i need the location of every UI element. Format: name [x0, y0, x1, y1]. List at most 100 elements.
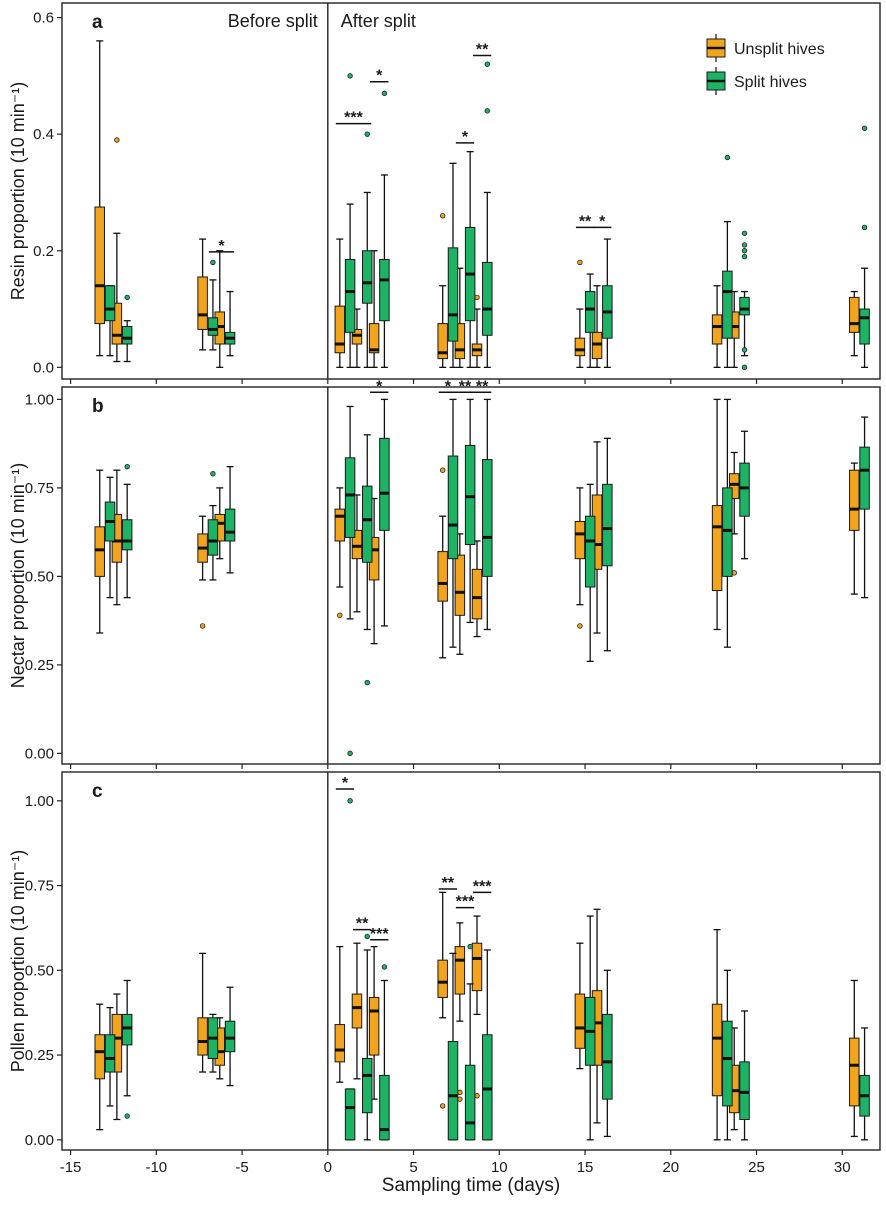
box-split [121, 979, 133, 1119]
significance-label: * [445, 378, 452, 395]
iqr-box [344, 1088, 356, 1141]
iqr-box [368, 996, 380, 1056]
box-split [584, 483, 596, 662]
box-split [722, 398, 733, 648]
iqr-box [454, 554, 466, 616]
iqr-box [104, 285, 116, 322]
box-split [602, 437, 613, 652]
box-split [344, 405, 356, 757]
significance-label: * [218, 238, 225, 255]
box-split [207, 259, 219, 351]
significance-label: *** [456, 894, 475, 911]
significance-label: * [599, 213, 606, 230]
iqr-box [584, 515, 596, 588]
iqr-box [437, 959, 448, 998]
outlier-point [577, 623, 583, 629]
significance-label: * [462, 129, 469, 146]
iqr-box [224, 508, 236, 542]
iqr-box [437, 323, 448, 360]
iqr-box [368, 323, 380, 354]
box-split [722, 154, 733, 368]
iqr-box [334, 508, 346, 542]
iqr-box [447, 1041, 459, 1141]
box-split [361, 933, 373, 1141]
box-unsplit [197, 238, 208, 351]
significance-label: * [376, 68, 383, 85]
box-split [482, 949, 493, 1141]
box-split [104, 476, 116, 599]
y-tick-label: 0.50 [25, 962, 54, 979]
box-unsplit [454, 267, 466, 368]
outlier-point [741, 253, 748, 260]
outlier-point [381, 964, 388, 970]
box-unsplit [471, 540, 483, 638]
box-unsplit [351, 942, 363, 1080]
panel-frame [61, 771, 881, 1151]
y-tick-label: 1.00 [25, 793, 54, 810]
iqr-box [361, 485, 373, 563]
y-tick-label: 1.00 [25, 391, 54, 408]
y-tick-label: 0.00 [25, 1132, 54, 1149]
iqr-box [722, 270, 733, 339]
x-tick-label: 15 [577, 1159, 594, 1176]
iqr-box [447, 455, 459, 560]
iqr-box [711, 1003, 723, 1097]
significance-label: *** [344, 110, 363, 127]
box-split [361, 434, 373, 686]
iqr-box [711, 505, 723, 592]
iqr-box [471, 568, 483, 620]
iqr-box [207, 519, 219, 556]
iqr-box [602, 483, 613, 567]
iqr-box [361, 250, 373, 304]
panel-b: 0.00 0.25 0.50 0.75 1.00 Nectar proportion (1… [8, 378, 881, 769]
x-tick-label: 10 [491, 1159, 508, 1176]
box-unsplit [351, 308, 363, 368]
box-split [464, 151, 476, 368]
box-unsplit [849, 462, 860, 595]
box-unsplit [454, 533, 466, 655]
x-tick-label: 25 [748, 1159, 765, 1176]
panel-frame [61, 386, 881, 765]
box-split [722, 969, 733, 1141]
box-split [739, 230, 750, 371]
iqr-box [94, 206, 105, 325]
iqr-box [722, 1020, 733, 1107]
iqr-box [121, 1013, 133, 1046]
iqr-box [121, 519, 133, 551]
outlier-point [114, 137, 120, 143]
iqr-box [574, 337, 586, 357]
outlier-point [741, 230, 748, 236]
box-unsplit [574, 487, 586, 629]
panel-letter: c [92, 781, 103, 802]
box-unsplit [197, 515, 208, 629]
iqr-box [379, 437, 390, 531]
significance-label: * [376, 378, 383, 395]
iqr-box [464, 1064, 476, 1141]
box-unsplit [437, 891, 448, 1109]
iqr-box [739, 296, 750, 316]
box-split [482, 61, 493, 368]
outlier-point [741, 242, 748, 248]
box-unsplit [574, 942, 586, 1070]
panel-c: 0.00 0.25 0.50 0.75 1.00 Pollen proportion (1… [8, 771, 881, 1155]
box-split [121, 463, 133, 599]
iqr-box [351, 993, 363, 1029]
box-unsplit [711, 398, 723, 631]
iqr-box [602, 1013, 613, 1100]
box-unsplit [94, 469, 105, 634]
iqr-box [722, 487, 733, 577]
iqr-box [207, 317, 219, 336]
box-unsplit [437, 213, 448, 368]
box-unsplit [334, 238, 346, 368]
box-unsplit [471, 915, 483, 1099]
box-unsplit [849, 979, 860, 1138]
y-tick-label: 0.0 [33, 359, 54, 376]
significance-label: ** [356, 916, 369, 933]
significance-label: ** [579, 213, 592, 230]
iqr-box [344, 457, 356, 538]
outlier-point [381, 90, 388, 97]
panel-letter: a [92, 12, 103, 33]
outlier-point [861, 125, 868, 132]
